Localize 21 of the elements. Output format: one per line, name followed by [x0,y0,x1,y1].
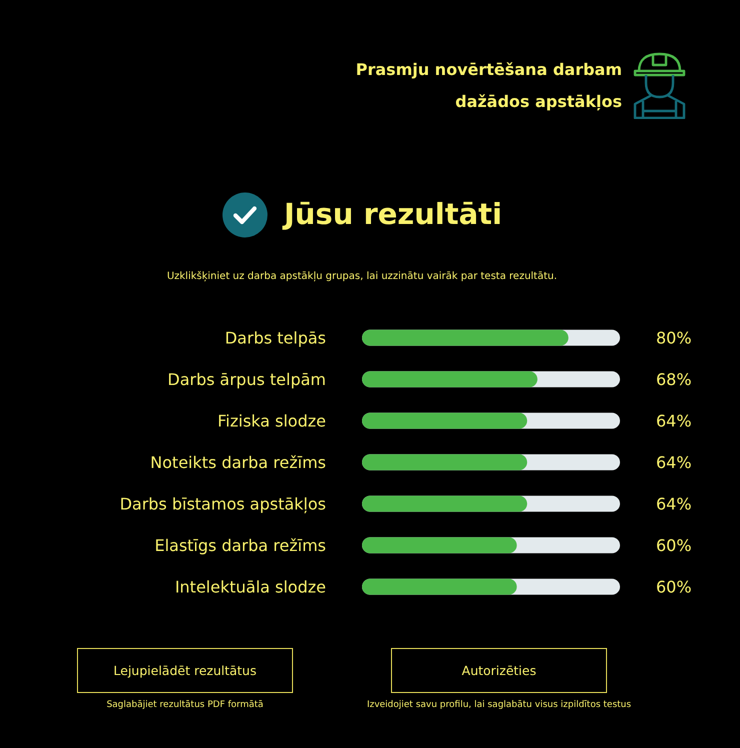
y-tick-label: Darbs ārpus telpām [168,370,326,389]
data-label: 64% [656,452,692,472]
text: Prasmju novērtēšana darbam dažādos apstākļos [354,59,622,113]
y-tick-label: Darbs telpās [224,328,326,348]
y-tick-label: Elastīgs darba režīms [154,536,326,555]
y-tick-label: Noteikts darba režīms [150,452,326,472]
button: Lejupielādēt rezultātus [77,648,293,693]
text: Saglabājiet rezultātus PDF formātā [106,700,264,710]
data-label: 64% [656,494,692,514]
y-tick-label: Fiziska slodze [217,411,326,430]
data-label: 68% [656,370,692,389]
chart-title: Jūsu rezultāti [284,196,502,233]
text: Izveidojiet savu profilu, lai saglabātu visus izpildītos testus [366,699,632,712]
data-label: 60% [656,536,692,555]
button: Autorizēties [391,648,607,693]
data-label: 64% [656,411,692,430]
y-tick-label: Intelektuāla slodze [174,577,326,596]
y-tick-label: Darbs bīstamos apstākļos [120,494,326,514]
data-label: 60% [656,577,692,596]
data-label: 80% [656,328,692,348]
chart-subtitle: Uzklikšķiniet uz darba apstākļu grupas, lai uzzinātu vairāk par testa rezultātu. [166,270,558,284]
